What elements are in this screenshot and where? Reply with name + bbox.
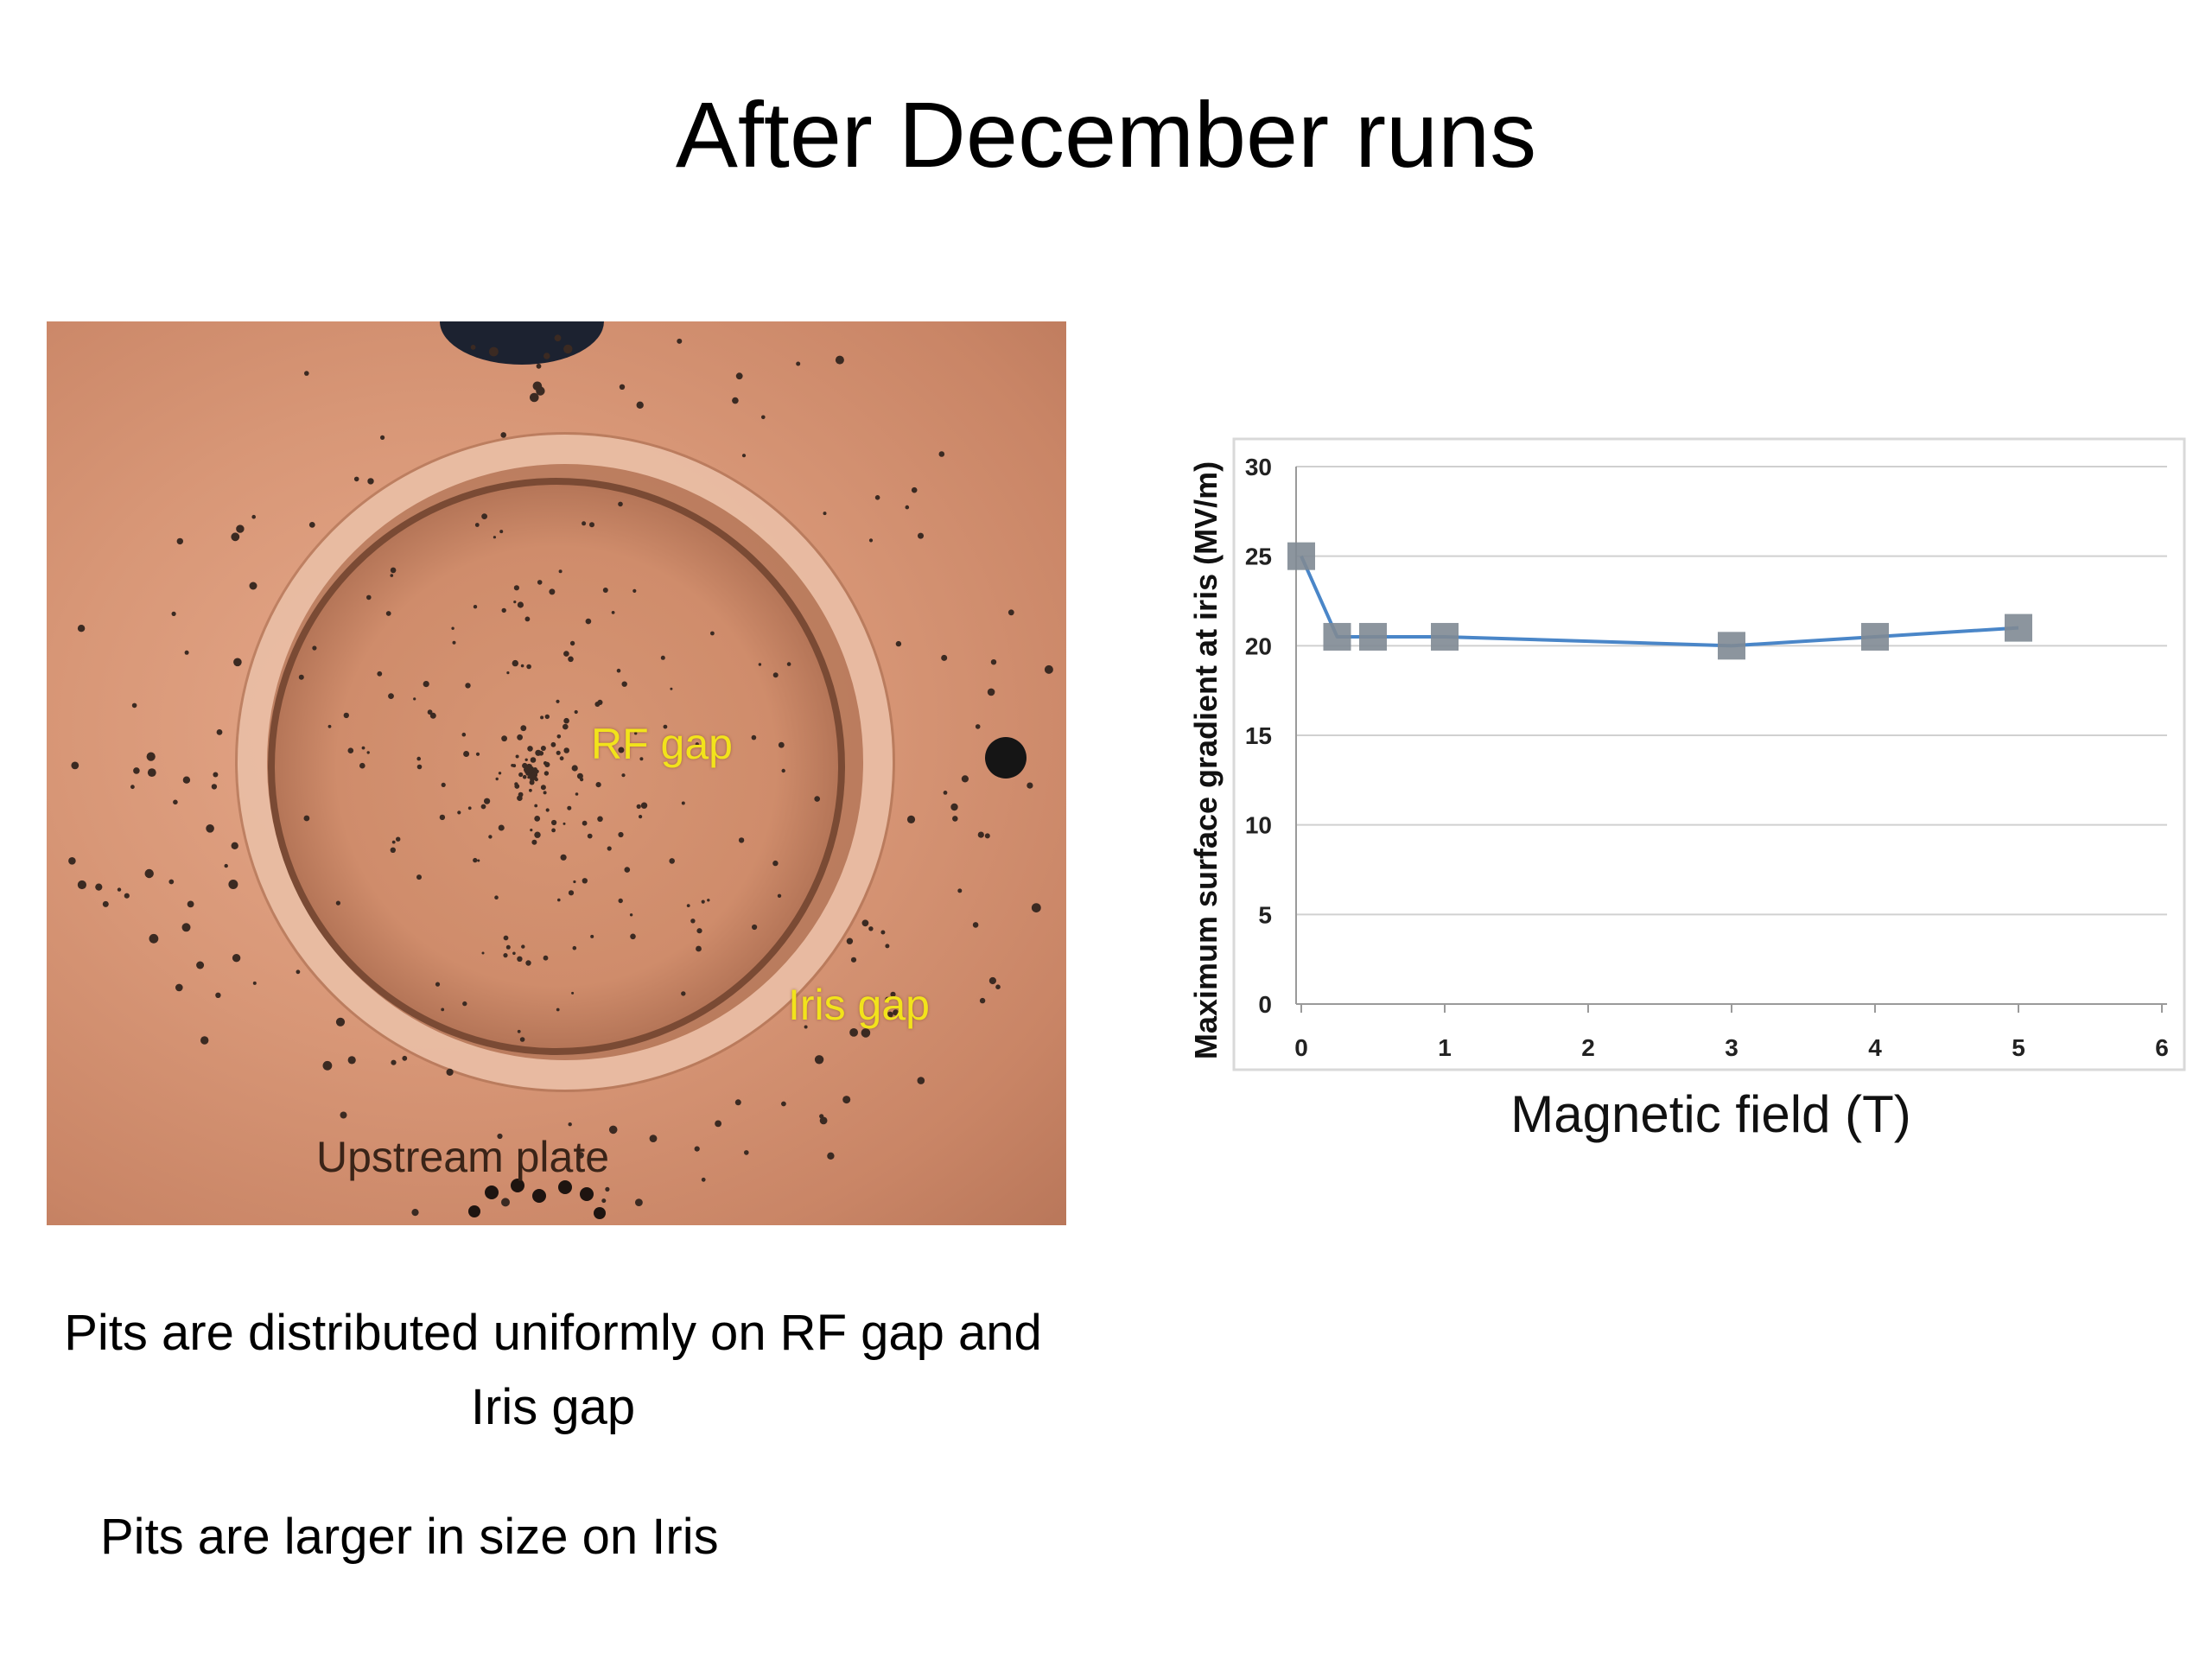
y-tick-label: 0 xyxy=(1258,991,1272,1018)
side-hole xyxy=(985,737,1027,779)
y-tick-label: 25 xyxy=(1245,543,1272,570)
chart-svg: 0 5 10 15 20 25 30 0 1 2 3 4 5 6 Magnetic field (T) Max… xyxy=(1188,437,2186,1143)
x-tick-label: 2 xyxy=(1581,1034,1595,1061)
data-point xyxy=(1861,622,1889,651)
upstream-plate-label: Upstream plate xyxy=(316,1133,610,1181)
copper-plate-photo: RF gap Iris gap Upstream plate xyxy=(47,321,1066,1225)
data-point xyxy=(1718,632,1745,660)
caption-distribution: Pits are distributed uniformly on RF gap… xyxy=(64,1305,1042,1435)
rf-gap-area xyxy=(268,478,845,1055)
x-tick-label: 3 xyxy=(1725,1034,1738,1061)
x-tick-label: 4 xyxy=(1868,1034,1882,1061)
data-point xyxy=(1359,622,1387,651)
y-tick-label: 20 xyxy=(1245,632,1272,659)
x-tick-label: 0 xyxy=(1294,1034,1308,1061)
bottom-holes xyxy=(468,1179,606,1219)
pits xyxy=(68,334,1053,1217)
rf-gap-label: RF gap xyxy=(591,720,733,768)
x-axis-title: Magnetic field (T) xyxy=(1510,1085,1910,1143)
gradient-chart: 0 5 10 15 20 25 30 0 1 2 3 4 5 6 Magnetic field (T) Max… xyxy=(1158,380,2195,1175)
y-tick-label: 10 xyxy=(1245,812,1272,839)
caption-size: Pits are larger in size on Iris xyxy=(100,1509,719,1565)
x-tick-label: 1 xyxy=(1438,1034,1452,1061)
x-tick-label: 6 xyxy=(2155,1034,2169,1061)
iris-gap-label: Iris gap xyxy=(788,981,930,1029)
y-tick-label: 30 xyxy=(1245,454,1272,480)
x-tick-label: 5 xyxy=(2012,1034,2025,1061)
slide-title: After December runs xyxy=(675,82,1537,187)
data-point xyxy=(1287,542,1315,570)
y-tick-label: 5 xyxy=(1258,901,1272,928)
data-point xyxy=(2005,613,2032,642)
top-hole xyxy=(440,321,604,365)
plate-drawing xyxy=(68,321,1053,1219)
chart-frame xyxy=(1232,437,2186,1071)
y-axis-title: Maximum surface gradient at iris (MV/m) xyxy=(1188,461,1224,1059)
data-point xyxy=(1431,622,1459,651)
iris-ring xyxy=(238,435,893,1090)
y-tick-label: 15 xyxy=(1245,722,1272,749)
data-point xyxy=(1323,622,1351,651)
